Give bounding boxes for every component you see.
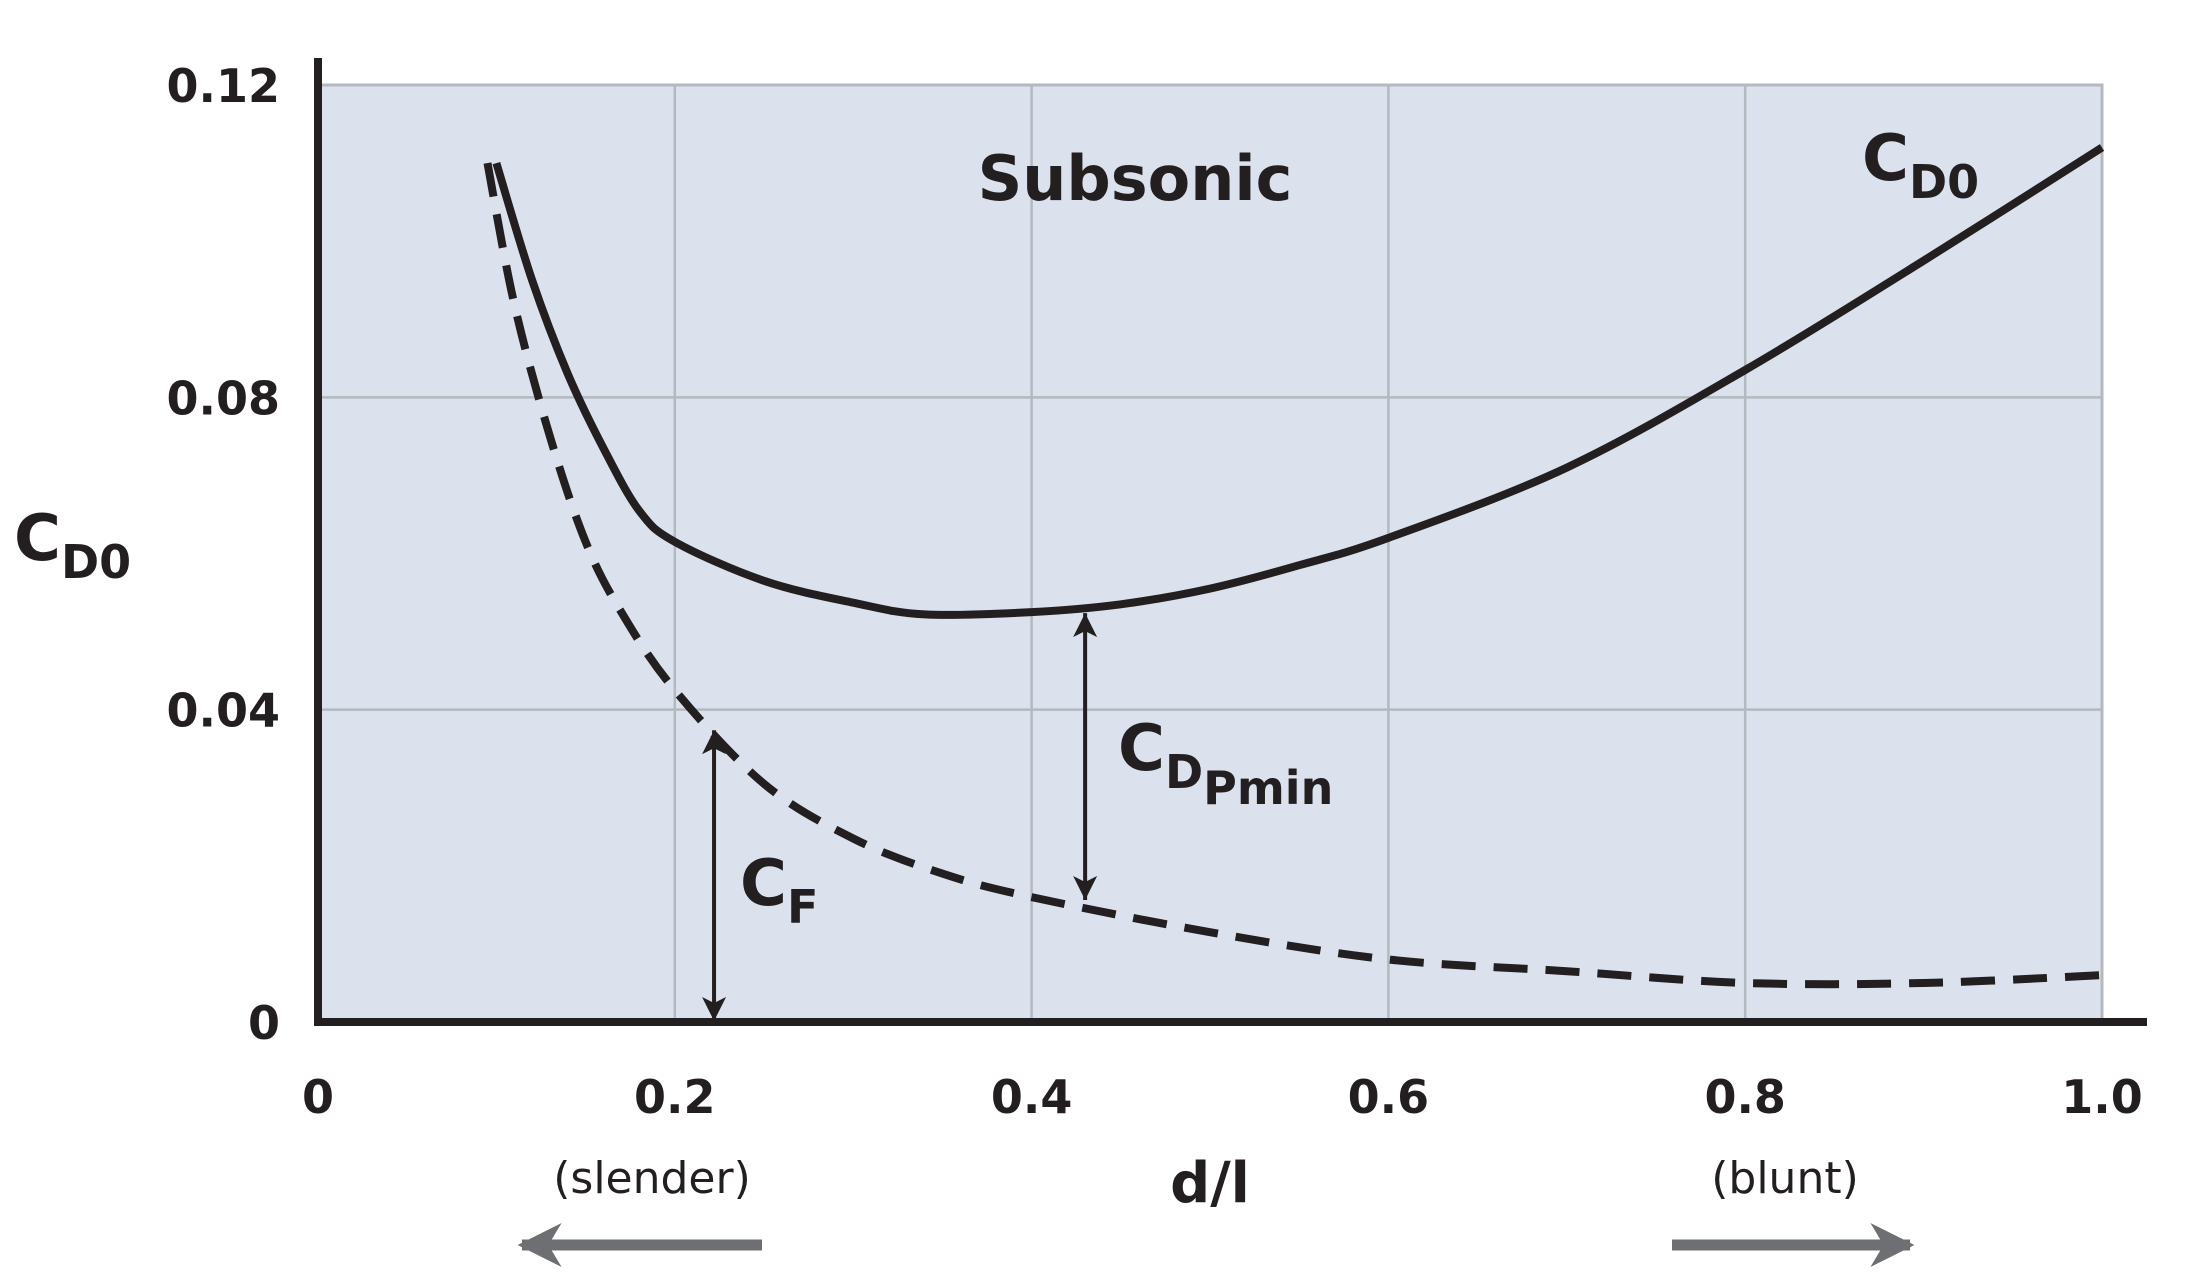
series-line-cd0 bbox=[492, 144, 2105, 619]
y-tick-label: 0.12 bbox=[167, 59, 281, 113]
x-axis-title: d/l bbox=[1170, 1151, 1250, 1216]
y-tick-label: 0.04 bbox=[167, 684, 281, 738]
x-note-right: (blunt) bbox=[1711, 1153, 1859, 1204]
series-label-cd0-main: C bbox=[1862, 122, 1909, 196]
x-tick-label: 0.8 bbox=[1704, 1070, 1786, 1124]
annotation-label-cf: CF bbox=[740, 847, 818, 934]
y-axis-title: CD0 bbox=[14, 502, 131, 589]
annotation-label-cdpmin-sub: D bbox=[1165, 745, 1203, 799]
region-label: Subsonic bbox=[978, 142, 1293, 215]
annotation-label-cdpmin-subsub: Pmin bbox=[1203, 761, 1333, 815]
annotation-label-cf-main: C bbox=[740, 847, 787, 921]
x-note-left: (slender) bbox=[553, 1153, 751, 1204]
x-tick-label: 1.0 bbox=[2061, 1070, 2143, 1124]
annotation-label-cf-sub: F bbox=[787, 880, 818, 934]
plot-background bbox=[316, 83, 2104, 1024]
annotation-label-cdpmin-main: C bbox=[1118, 712, 1165, 786]
series-label-cd0: CD0 bbox=[1862, 122, 1979, 209]
x-tick-label: 0 bbox=[302, 1070, 334, 1124]
y-tick-label: 0 bbox=[248, 996, 280, 1050]
y-axis-title-sub: D0 bbox=[61, 535, 131, 589]
x-tick-label: 0.2 bbox=[634, 1070, 716, 1124]
x-tick-labels: 0 0.2 0.4 0.6 0.8 1.0 bbox=[302, 1070, 2143, 1124]
series-label-cd0-sub: D0 bbox=[1909, 155, 1979, 209]
series-layer bbox=[483, 144, 2105, 989]
grid-lines bbox=[318, 83, 2104, 1022]
x-tick-label: 0.4 bbox=[991, 1070, 1073, 1124]
axes bbox=[314, 58, 2147, 1026]
y-tick-labels: 0 0.04 0.08 0.12 bbox=[167, 59, 281, 1050]
x-tick-label: 0.6 bbox=[1348, 1070, 1430, 1124]
annotation-label-cdpmin: CDPmin bbox=[1118, 712, 1333, 815]
series-line-cf bbox=[483, 162, 2103, 989]
y-axis-title-main: C bbox=[14, 502, 61, 576]
annotation-layer bbox=[702, 613, 1098, 1021]
y-tick-label: 0.08 bbox=[167, 371, 281, 425]
